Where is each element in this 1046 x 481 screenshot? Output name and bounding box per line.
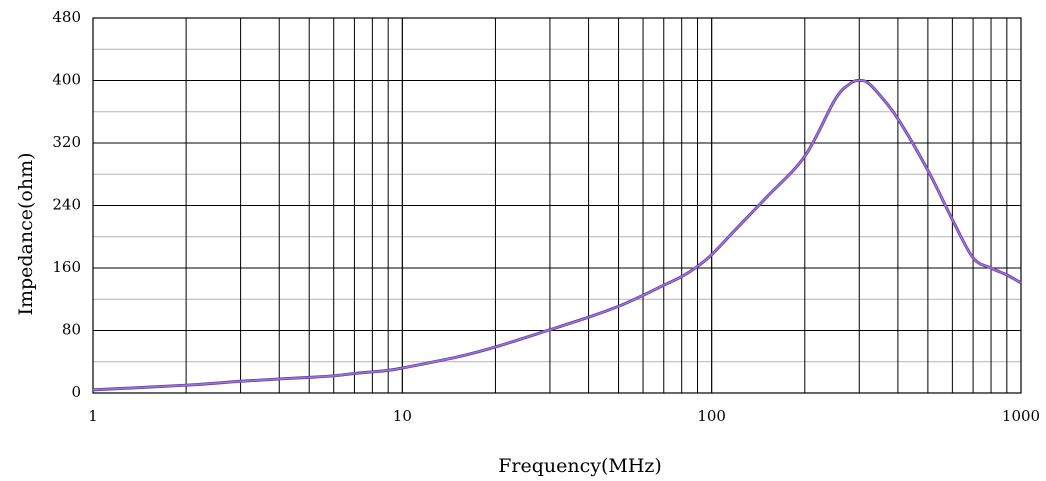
y-axis-label: Impedance(ohm) [15,152,37,315]
x-tick-label: 1000 [1002,407,1040,425]
y-tick-label: 400 [52,71,81,89]
x-tick-label: 1 [88,407,98,425]
impedance-curve-outline [92,78,1022,392]
series-layer [92,78,1022,392]
y-tick-label: 240 [52,196,81,214]
grid [92,17,1022,394]
y-tick-label: 0 [71,383,81,401]
y-tick-label: 160 [52,258,81,276]
impedance-curve [92,79,1022,391]
x-tick-label: 100 [697,407,726,425]
y-tick-label: 480 [52,8,81,26]
y-tick-label: 320 [52,133,81,151]
y-tick-label: 80 [62,321,81,339]
tick-labels: 0 80 160 240 320 400 480 1 10 100 1000 [52,8,1040,425]
x-axis-label: Frequency(MHz) [498,455,662,477]
plot-frame [92,17,1022,394]
x-tick-label: 10 [393,407,412,425]
